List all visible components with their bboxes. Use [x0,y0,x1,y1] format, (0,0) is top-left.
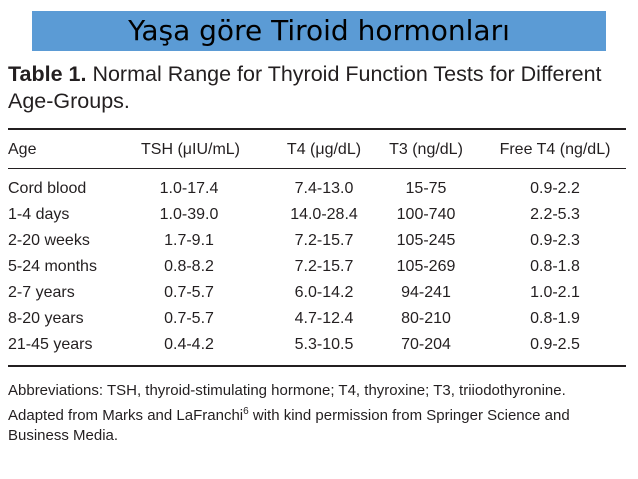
cell-t4: 7.2-15.7 [294,258,354,275]
cell-free-t4: 0.9-2.2 [530,180,580,197]
cell-t4: 6.0-14.2 [294,284,354,301]
cell-t3: 105-245 [396,232,456,249]
cell-free-t4: 0.9-2.3 [530,232,580,249]
cell-age: 8-20 years [8,310,84,327]
cell-age: 2-7 years [8,284,75,301]
cell-age: 5-24 months [8,258,97,275]
table-footnotes: Abbreviations: TSH, thyroid-stimulating … [8,381,628,447]
cell-age: 1-4 days [8,206,70,223]
column-header-tsh: TSH (μIU/mL) [141,141,240,158]
column-header-t4: T4 (μg/dL) [286,141,362,158]
cell-free-t4: 0.8-1.9 [530,310,580,327]
source-note-text-continued: with kind permission from Springer Scien… [8,406,570,445]
cell-t4: 7.4-13.0 [294,180,354,197]
cell-tsh: 0.4-4.2 [164,336,214,353]
cell-free-t4: 2.2-5.3 [530,206,580,223]
table-body: Cord blood 1.0-17.4 7.4-13.0 15-75 0.9-2… [0,178,638,360]
cell-t3: 100-740 [396,206,456,223]
cell-t4: 14.0-28.4 [290,206,358,223]
cell-age: 21-45 years [8,336,93,353]
table-row: 8-20 years 0.7-5.7 4.7-12.4 80-210 0.8-1… [0,308,638,334]
cell-tsh: 1.0-39.0 [159,206,219,223]
table-label: Table 1. [8,62,87,86]
cell-t3: 80-210 [401,310,451,327]
table-row: 2-20 weeks 1.7-9.1 7.2-15.7 105-245 0.9-… [0,230,638,256]
table-bottom-rule [8,365,626,367]
cell-t4: 4.7-12.4 [294,310,354,327]
source-note-text: Adapted from Marks and LaFranchi [8,406,244,424]
abbreviations-note: Abbreviations: TSH, thyroid-stimulating … [8,382,566,399]
cell-tsh: 0.7-5.7 [164,310,214,327]
cell-age: Cord blood [8,180,87,197]
table-top-rule [8,128,626,130]
source-note: Adapted from Marks and LaFranchi6 with k… [8,402,628,447]
table-row: 1-4 days 1.0-39.0 14.0-28.4 100-740 2.2-… [0,204,638,230]
table-title: Normal Range for Thyroid Function Tests … [8,62,602,113]
table-caption: Table 1. Normal Range for Thyroid Functi… [8,61,628,115]
cell-free-t4: 1.0-2.1 [530,284,580,301]
cell-t3: 15-75 [405,180,447,197]
table-header-rule [8,168,626,169]
cell-t3: 105-269 [396,258,456,275]
table-row: Cord blood 1.0-17.4 7.4-13.0 15-75 0.9-2… [0,178,638,204]
cell-free-t4: 0.9-2.5 [530,336,580,353]
cell-age: 2-20 weeks [8,232,90,249]
column-header-t3: T3 (ng/dL) [389,141,463,158]
cell-tsh: 0.7-5.7 [164,284,214,301]
cell-t3: 94-241 [401,284,451,301]
cell-t3: 70-204 [401,336,451,353]
reference-superscript: 6 [243,405,249,417]
cell-t4: 7.2-15.7 [294,232,354,249]
cell-free-t4: 0.8-1.8 [530,258,580,275]
cell-tsh: 1.0-17.4 [159,180,219,197]
table-row: 21-45 years 0.4-4.2 5.3-10.5 70-204 0.9-… [0,334,638,360]
table-row: 2-7 years 0.7-5.7 6.0-14.2 94-241 1.0-2.… [0,282,638,308]
cell-tsh: 1.7-9.1 [164,232,214,249]
slide-title-banner: Yaşa göre Tiroid hormonları [32,11,606,51]
cell-tsh: 0.8-8.2 [164,258,214,275]
table-row: 5-24 months 0.8-8.2 7.2-15.7 105-269 0.8… [0,256,638,282]
cell-t4: 5.3-10.5 [294,336,354,353]
column-header-age: Age [8,141,37,158]
column-header-free-t4: Free T4 (ng/dL) [499,141,611,158]
